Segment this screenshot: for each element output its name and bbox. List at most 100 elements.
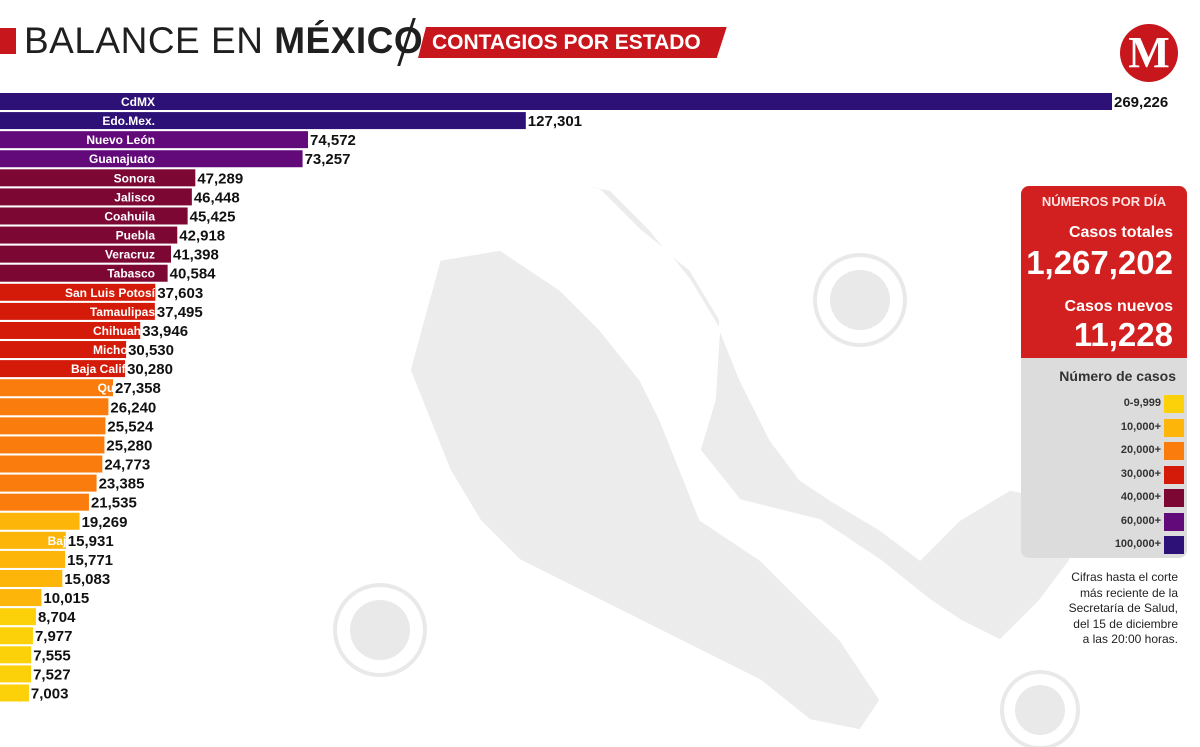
bar-category-label: Sinaloa: [112, 419, 155, 433]
legend-label: 40,000+: [1120, 491, 1161, 503]
bar-25: [0, 570, 63, 587]
bar-value-label: 15,083: [64, 571, 110, 588]
bar-category-label: Guanajuato: [89, 152, 155, 166]
bar-category-label: Morelos: [109, 610, 155, 624]
bar-28: [0, 627, 33, 645]
bar-5: [0, 188, 192, 206]
bar-category-label: Zacatecas: [97, 515, 155, 529]
legend-label: 100,000+: [1114, 538, 1161, 550]
bar-value-label: 33,946: [142, 323, 188, 340]
color-legend: Número de casos 0-9,999 10,000+ 20,000+ 30,…: [1021, 358, 1187, 558]
bar-value-label: 42,918: [179, 228, 225, 245]
bar-value-label: 73,257: [305, 151, 351, 168]
bar-value-label: 47,289: [197, 170, 243, 187]
bar-23: [0, 531, 66, 549]
bar-category-label: Hidalgo: [111, 496, 155, 510]
title-bold-text: MÉXICO: [274, 20, 424, 61]
bar-16: [0, 398, 109, 416]
legend-item: 100,000+: [1021, 535, 1187, 557]
bar-value-label: 10,015: [43, 590, 89, 607]
bar-value-label: 27,358: [115, 380, 161, 397]
bar-6: [0, 207, 188, 225]
legend-label: 20,000+: [1120, 444, 1161, 456]
bar-value-label: 7,977: [35, 628, 73, 645]
bar-category-label: Colima: [115, 648, 155, 662]
bar-8: [0, 245, 171, 263]
bar-value-label: 8,704: [38, 609, 76, 626]
bar-value-label: 40,584: [170, 266, 217, 283]
bar-2: [0, 131, 309, 149]
bar-category-label: Oaxaca: [112, 400, 155, 414]
bar-value-label: 37,495: [157, 304, 203, 321]
bar-14: [0, 360, 126, 378]
source-note: Cifras hasta el corte más reciente de la…: [1068, 570, 1178, 646]
bar-category-label: Nayarit: [114, 667, 155, 681]
bar-category-label: Tabasco: [107, 267, 155, 281]
bar-value-label: 37,603: [157, 285, 203, 302]
legend-item: 40,000+: [1021, 488, 1187, 510]
legend-label: 60,000+: [1120, 514, 1161, 527]
bar-9: [0, 264, 168, 282]
total-cases-label: Casos totales: [1068, 224, 1173, 241]
bar-19: [0, 455, 103, 473]
bar-category-label: Tamaulipas: [90, 305, 155, 319]
bar-category-label: Tlaxcala: [108, 591, 156, 605]
legend-item: 60,000+: [1021, 512, 1187, 534]
subtitle-banner: CONTAGIOS POR ESTADO: [418, 27, 727, 58]
bar-value-label: 7,527: [33, 666, 71, 683]
bar-22: [0, 512, 80, 530]
bar-18: [0, 436, 105, 454]
bar-category-label: Nuevo León: [86, 133, 155, 147]
legend-swatch: [1164, 536, 1184, 554]
bar-category-label: Guerrero: [104, 458, 155, 472]
bar-category-label: Campeche: [94, 686, 155, 700]
bar-31: [0, 684, 29, 702]
bar-value-label: 25,524: [107, 418, 154, 435]
legend-item: 10,000+: [1021, 418, 1187, 440]
bar-category-label: Coahuila: [104, 209, 155, 223]
bar-category-label: Querétaro: [98, 381, 155, 395]
bar-category-label: Yucatán: [109, 438, 155, 452]
legend-swatch: [1164, 395, 1184, 413]
bar-13: [0, 341, 127, 359]
bar-27: [0, 608, 36, 626]
bar-4: [0, 169, 196, 187]
bar-category-label: Jalisco: [114, 190, 155, 204]
legend-item: 0-9,999: [1021, 394, 1187, 416]
bar-value-label: 45,425: [190, 208, 236, 225]
bar-category-label: Baja California Sur: [48, 534, 156, 548]
bar-value-label: 15,771: [67, 552, 113, 569]
bar-3: [0, 150, 303, 168]
bar-17: [0, 417, 106, 435]
bar-value-label: 30,530: [128, 342, 174, 359]
legend-label: 0-9,999: [1123, 397, 1161, 409]
legend-label: 10,000+: [1120, 420, 1161, 433]
bar-20: [0, 474, 97, 492]
panel-heading: NÚMEROS POR DÍA: [1041, 194, 1167, 209]
bar-30: [0, 665, 32, 683]
legend-item: 30,000+: [1021, 465, 1187, 487]
bar-value-label: 15,931: [68, 533, 114, 550]
bar-7: [0, 226, 178, 244]
bar-11: [0, 302, 155, 320]
page-title: BALANCE EN MÉXICO: [24, 20, 423, 62]
bar-12: [0, 321, 141, 339]
bar-0: [0, 93, 1112, 110]
legend-swatch: [1164, 489, 1184, 507]
legend-item: 20,000+: [1021, 441, 1187, 463]
bar-value-label: 21,535: [91, 495, 137, 512]
bar-category-label: Puebla: [116, 229, 156, 243]
bar-value-label: 74,572: [310, 132, 356, 149]
bar-value-label: 23,385: [99, 476, 145, 493]
legend-swatch: [1164, 418, 1184, 437]
milenio-logo: M: [1120, 24, 1178, 82]
legend-label: 30,000+: [1120, 467, 1161, 480]
legend-title: Número de casos: [1059, 368, 1176, 384]
total-cases-value: 1,267,202: [1026, 244, 1173, 281]
bar-category-label: Chihuahua: [93, 324, 155, 338]
bar-value-label: 46,448: [194, 189, 240, 206]
new-cases-label: Casos nuevos: [1064, 298, 1173, 315]
bar-1: [0, 112, 526, 130]
